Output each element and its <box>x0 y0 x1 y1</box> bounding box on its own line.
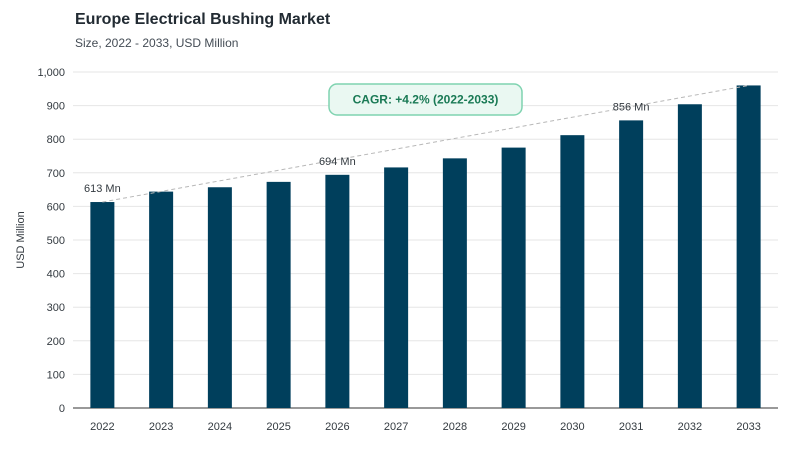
bar-2032 <box>677 104 702 409</box>
y-tick-label: 100 <box>47 369 65 381</box>
x-tick-label: 2027 <box>384 421 408 433</box>
y-tick-label: 400 <box>47 269 65 281</box>
data-label-2022: 613 Mn <box>84 183 121 195</box>
y-tick-label: 500 <box>47 235 65 247</box>
bar-2023 <box>149 191 174 408</box>
bar-2024 <box>207 187 232 408</box>
y-tick-label: 300 <box>47 302 65 314</box>
chart-subtitle: Size, 2022 - 2033, USD Million <box>75 36 239 50</box>
y-tick-label: 200 <box>47 336 65 348</box>
bar-2028 <box>442 158 467 408</box>
y-tick-label: 700 <box>47 168 65 180</box>
x-tick-label: 2030 <box>560 421 584 433</box>
x-tick-label: 2029 <box>501 421 525 433</box>
x-tick-label: 2026 <box>325 421 349 433</box>
bar-2031 <box>619 120 644 408</box>
bar-2030 <box>560 135 585 408</box>
data-labels: 613 Mn 694 Mn 856 Mn <box>84 101 649 195</box>
y-tick-label: 1,000 <box>37 67 65 79</box>
bar-2027 <box>384 167 409 408</box>
x-tick-label: 2024 <box>208 421 232 433</box>
y-tick-label: 600 <box>47 201 65 213</box>
x-tick-label: 2032 <box>678 421 702 433</box>
gridlines <box>73 71 778 375</box>
x-tick-label: 2025 <box>266 421 290 433</box>
data-label-2031: 856 Mn <box>613 101 650 113</box>
bar-2033 <box>736 85 761 408</box>
trend-line <box>102 84 749 203</box>
y-tick-label: 900 <box>47 101 65 113</box>
x-tick-label: 2028 <box>443 421 467 433</box>
x-tick-label: 2023 <box>149 421 173 433</box>
y-tick-label: 800 <box>47 134 65 146</box>
bar-2026 <box>325 174 350 408</box>
x-tick-label: 2031 <box>619 421 643 433</box>
cagr-label: CAGR: +4.2% (2022-2033) <box>353 93 499 107</box>
bars <box>90 85 761 409</box>
x-tick-label: 2033 <box>736 421 760 433</box>
cagr-annotation: CAGR: +4.2% (2022-2033) <box>328 83 523 116</box>
bar-2025 <box>266 181 291 408</box>
y-axis-label: USD Million <box>15 211 27 268</box>
cagr-box <box>328 83 523 116</box>
x-axis-ticks: 2022 2023 2024 2025 2026 2027 2028 2029 2030 2031… <box>90 421 761 433</box>
bar-2022 <box>90 202 115 408</box>
chart-title: Europe Electrical Bushing Market <box>75 11 331 28</box>
y-axis-ticks: 0 100 200 300 400 500 600 700 800 900 1,000 <box>37 67 65 415</box>
x-tick-label: 2022 <box>90 421 114 433</box>
data-label-2026: 694 Mn <box>319 156 356 168</box>
y-tick-label: 0 <box>59 403 65 415</box>
bar-2029 <box>501 147 526 408</box>
